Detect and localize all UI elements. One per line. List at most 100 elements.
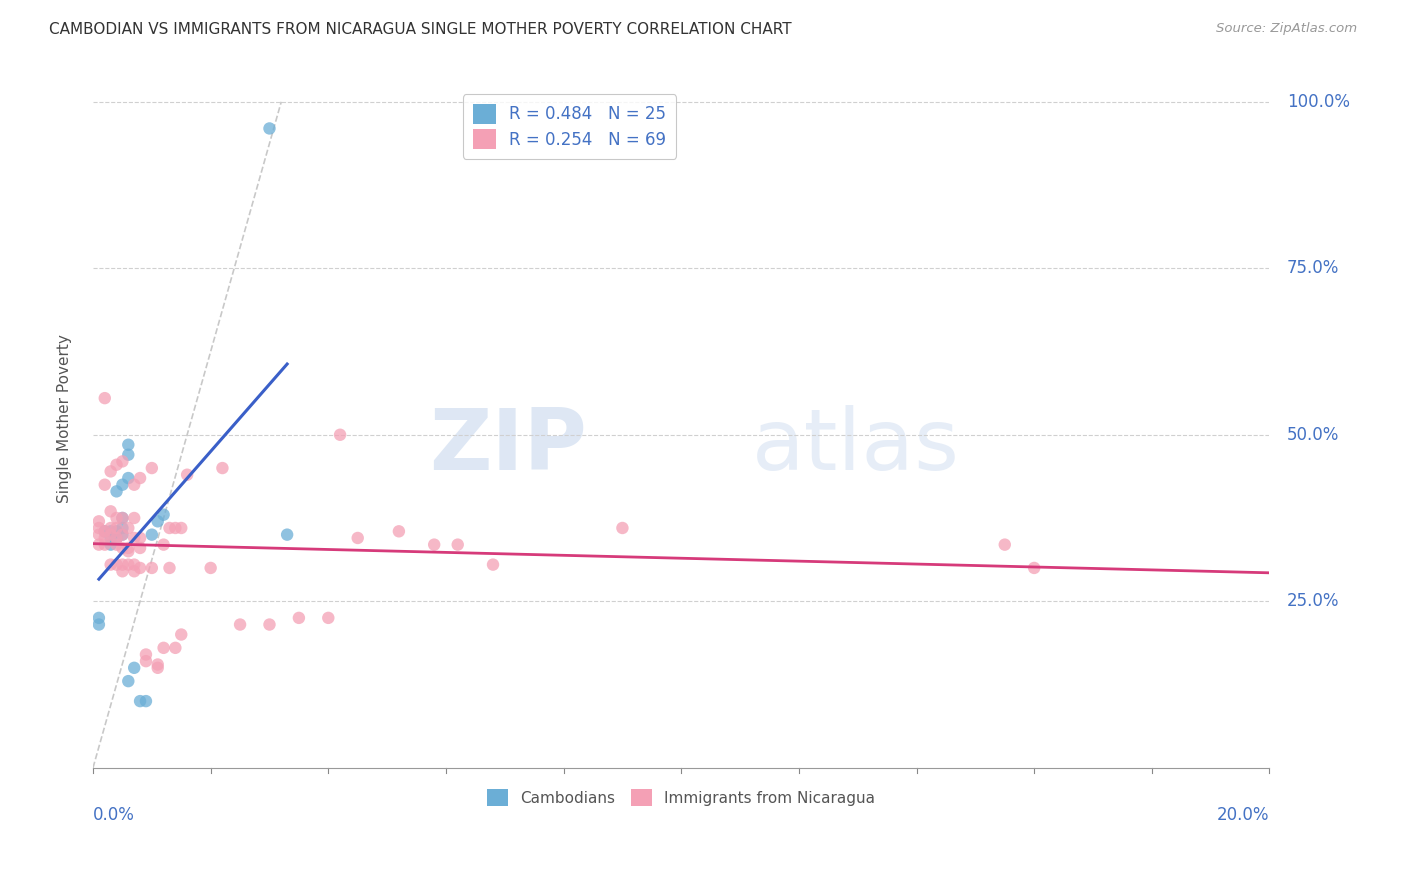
Point [87,611,110,625]
Point [111,527,134,541]
Point [87,617,110,632]
Point [105,538,128,552]
Point [135,648,157,662]
Point [111,511,134,525]
Point [105,524,128,539]
Point [122,564,145,578]
Point [105,511,128,525]
Point [447,538,470,552]
Text: 25.0%: 25.0% [1286,592,1340,610]
Point [141,561,163,575]
Point [94,538,117,552]
Point [100,464,122,478]
Point [94,524,117,539]
Point [152,508,174,522]
Point [105,458,128,472]
Point [117,558,139,572]
Point [100,527,122,541]
Point [117,544,139,558]
Text: 50.0%: 50.0% [1286,425,1340,443]
Point [200,561,222,575]
Point [146,661,169,675]
Text: atlas: atlas [752,405,960,488]
Point [329,427,352,442]
Point [152,640,174,655]
Point [87,514,110,528]
Point [100,524,122,539]
Point [111,511,134,525]
Point [170,627,193,641]
Point [100,558,122,572]
Point [117,674,139,689]
Point [117,541,139,555]
Point [100,504,122,518]
Point [111,541,134,555]
Point [105,521,128,535]
Point [100,531,122,545]
Point [388,524,411,539]
Point [117,448,139,462]
Text: 75.0%: 75.0% [1286,260,1340,277]
Point [141,461,163,475]
Point [111,477,134,491]
Point [170,521,193,535]
Point [259,617,281,632]
Point [135,654,157,668]
Point [346,531,368,545]
Point [105,558,128,572]
Point [229,617,252,632]
Point [318,611,340,625]
Point [117,471,139,485]
Point [94,477,117,491]
Point [211,461,233,475]
Point [176,467,198,482]
Point [141,527,163,541]
Point [276,527,298,541]
Point [122,558,145,572]
Point [117,521,139,535]
Point [129,531,152,545]
Point [122,661,145,675]
Text: 0.0%: 0.0% [93,806,135,824]
Point [159,521,181,535]
Point [1024,561,1046,575]
Point [994,538,1017,552]
Point [122,477,145,491]
Point [111,558,134,572]
Point [423,538,446,552]
Point [87,538,110,552]
Point [259,121,281,136]
Point [129,694,152,708]
Point [129,561,152,575]
Text: Source: ZipAtlas.com: Source: ZipAtlas.com [1216,22,1357,36]
Point [288,611,311,625]
Point [87,521,110,535]
Point [111,564,134,578]
Point [87,527,110,541]
Text: 100.0%: 100.0% [1286,93,1350,111]
Point [105,531,128,545]
Point [152,538,174,552]
Text: CAMBODIAN VS IMMIGRANTS FROM NICARAGUA SINGLE MOTHER POVERTY CORRELATION CHART: CAMBODIAN VS IMMIGRANTS FROM NICARAGUA S… [49,22,792,37]
Point [94,531,117,545]
Point [94,391,117,405]
Point [122,531,145,545]
Text: 20.0%: 20.0% [1218,806,1270,824]
Point [129,541,152,555]
Point [111,454,134,468]
Point [612,521,634,535]
Point [105,531,128,545]
Point [100,521,122,535]
Point [117,438,139,452]
Point [122,511,145,525]
Point [94,524,117,539]
Point [482,558,505,572]
Legend: Cambodians, Immigrants from Nicaragua: Cambodians, Immigrants from Nicaragua [481,782,882,813]
Point [111,521,134,535]
Point [159,561,181,575]
Point [146,514,169,528]
Point [129,471,152,485]
Point [146,657,169,672]
Point [165,640,187,655]
Point [165,521,187,535]
